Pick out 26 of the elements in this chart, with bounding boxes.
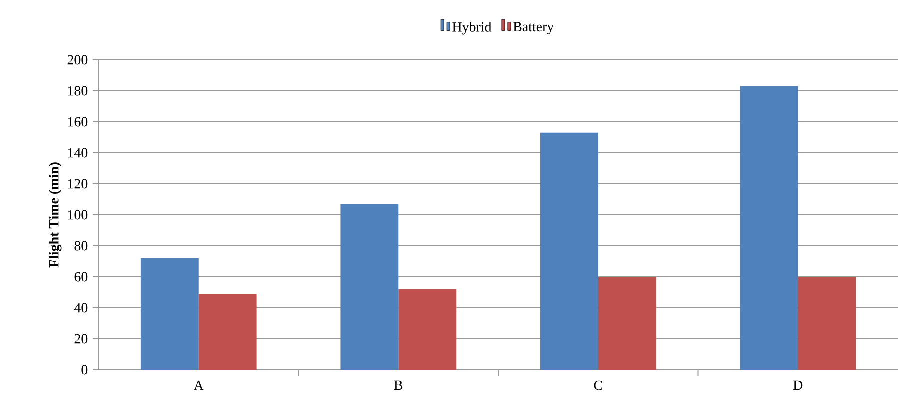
x-tick-label: A — [194, 380, 204, 390]
x-tick-label: C — [594, 380, 602, 390]
legend-label: Hybrid — [452, 22, 492, 35]
bar — [798, 277, 856, 370]
y-tick-label: 200 — [68, 55, 88, 65]
y-tick-label: 20 — [74, 334, 88, 344]
bar — [740, 86, 798, 370]
y-tick-label: 180 — [68, 86, 88, 96]
bar — [398, 289, 457, 370]
bar — [340, 204, 399, 370]
bar — [140, 258, 199, 370]
bar — [598, 277, 656, 370]
y-tick-label: 0 — [82, 365, 88, 375]
y-tick-label: 160 — [68, 117, 88, 127]
y-tick-label: 40 — [74, 303, 88, 313]
y-tick-label: 60 — [74, 272, 88, 282]
y-tick-label: 100 — [68, 210, 88, 220]
legend-label: Battery — [514, 22, 554, 34]
y-tick-label: 80 — [74, 241, 88, 251]
x-tick-label: D — [794, 380, 803, 390]
y-tick-label: 140 — [68, 148, 88, 158]
x-tick-label: B — [394, 380, 403, 390]
bar — [198, 294, 257, 370]
y-axis-title: Flight Time (min) — [48, 162, 62, 268]
y-tick-label: 120 — [68, 179, 88, 189]
bar — [540, 132, 598, 370]
